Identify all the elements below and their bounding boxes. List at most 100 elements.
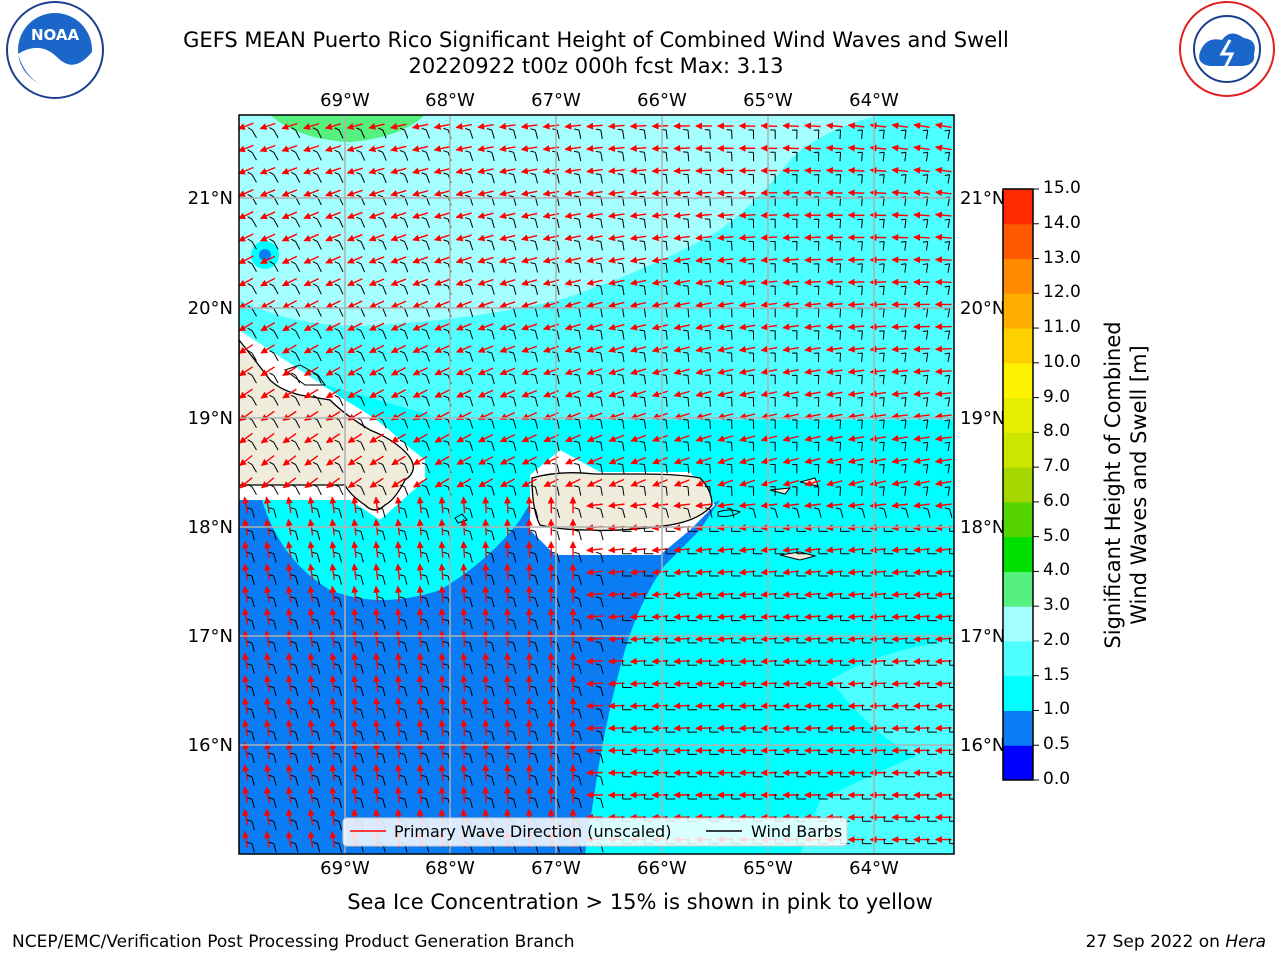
wave-direction-arrow: [482, 697, 490, 714]
wave-direction-arrow: [847, 345, 865, 353]
wind-barb: [682, 285, 690, 296]
colorbar-segment: [1003, 223, 1033, 260]
wave-direction-arrow: [434, 322, 450, 331]
wind-barb: [595, 351, 603, 362]
wave-direction-arrow: [259, 167, 276, 175]
wave-direction-arrow: [869, 390, 887, 398]
wave-direction-arrow: [804, 144, 821, 152]
wave-direction-arrow: [260, 299, 276, 309]
wave-direction-arrow: [716, 278, 734, 286]
wave-direction-arrow: [630, 368, 647, 376]
wave-direction-arrow: [629, 211, 647, 219]
wind-barb: [573, 150, 582, 162]
wind-barb: [377, 283, 387, 295]
wave-direction-arrow: [869, 122, 887, 130]
wind-barb: [399, 239, 409, 251]
wave-direction-arrow: [504, 541, 512, 558]
wave-direction-arrow: [482, 496, 490, 514]
wind-barb: [704, 285, 711, 296]
wind-barb: [617, 151, 625, 162]
wave-direction-arrow: [869, 166, 887, 174]
wave-direction-arrow: [847, 122, 865, 130]
wave-direction-arrow: [325, 255, 341, 264]
colorbar-title-line2: Wind Waves and Swell [m]: [1127, 345, 1151, 625]
wind-barb: [726, 285, 733, 296]
wind-barb: [726, 329, 733, 340]
wave-direction-arrow: [303, 167, 320, 175]
wave-direction-arrow: [239, 388, 253, 399]
wind-barb: [595, 329, 603, 340]
wave-direction-arrow: [586, 256, 603, 264]
wave-direction-arrow: [651, 211, 669, 219]
wave-direction-arrow: [347, 322, 363, 331]
wave-direction-arrow: [477, 167, 494, 175]
wave-direction-arrow: [913, 211, 930, 219]
wave-direction-arrow: [716, 167, 734, 175]
footer-machine: Hera: [1225, 932, 1266, 952]
wind-barb: [682, 218, 690, 229]
wave-direction-arrow: [499, 389, 516, 398]
wind-barb: [748, 151, 755, 162]
wave-direction-arrow: [282, 410, 297, 421]
wind-barb: [617, 396, 625, 407]
wind-barb: [486, 150, 495, 162]
wind-barb: [770, 263, 776, 273]
wave-direction-arrow: [891, 166, 909, 174]
wave-direction-arrow: [281, 122, 298, 130]
wave-direction-arrow: [673, 346, 690, 353]
wave-direction-arrow: [260, 366, 275, 377]
wave-direction-arrow: [499, 234, 516, 242]
wave-direction-arrow: [304, 410, 319, 421]
wave-direction-arrow: [738, 323, 756, 331]
wind-barb: [312, 149, 322, 161]
wind-barb: [617, 374, 625, 385]
wind-barb: [748, 285, 755, 296]
wind-barb: [726, 151, 733, 162]
wave-direction-arrow: [525, 764, 533, 781]
wave-direction-arrow: [804, 256, 821, 264]
wave-direction-arrow: [434, 278, 450, 286]
wind-barb: [748, 173, 755, 184]
wind-barb: [813, 218, 820, 229]
wind-barb: [813, 241, 820, 251]
wind-barb: [465, 261, 474, 273]
wind-barb: [595, 173, 603, 184]
wave-direction-arrow: [482, 764, 490, 781]
wave-direction-arrow: [499, 189, 516, 197]
wind-barb: [726, 240, 733, 251]
wind-barb: [465, 128, 474, 139]
wind-barb: [486, 172, 495, 184]
wave-direction-arrow: [525, 496, 533, 514]
wind-barb: [900, 397, 907, 407]
wind-barb: [573, 173, 582, 184]
land-small-island-west: [283, 364, 326, 386]
wave-direction-arrow: [760, 368, 778, 376]
wave-direction-arrow: [504, 719, 512, 737]
wave-direction-arrow: [368, 234, 385, 242]
wind-barb: [573, 217, 582, 229]
wind-barb: [748, 240, 755, 251]
wave-direction-arrow: [499, 367, 516, 376]
wave-direction-arrow: [760, 122, 778, 130]
wind-barb: [399, 395, 409, 407]
wave-direction-arrow: [520, 234, 538, 242]
wind-barb: [312, 394, 322, 406]
wave-direction-arrow: [760, 301, 778, 309]
wind-barb: [922, 263, 929, 273]
wave-direction-arrow: [695, 234, 712, 242]
wind-barb: [748, 330, 755, 340]
wave-direction-arrow: [504, 630, 512, 647]
wave-direction-arrow: [433, 122, 451, 130]
wave-direction-arrow: [586, 234, 603, 242]
lon-label: 68°W: [425, 90, 475, 111]
wind-barb: [356, 350, 366, 362]
wave-direction-arrow: [455, 300, 472, 309]
wave-direction-arrow: [630, 390, 647, 398]
wind-barb: [334, 149, 344, 161]
colorbar-segment: [1003, 710, 1033, 746]
wave-direction-arrow: [368, 167, 385, 175]
wave-direction-arrow: [504, 496, 512, 514]
wind-barb: [377, 328, 387, 340]
lat-label: 21°N: [960, 188, 1005, 209]
wave-direction-arrow: [782, 278, 800, 286]
